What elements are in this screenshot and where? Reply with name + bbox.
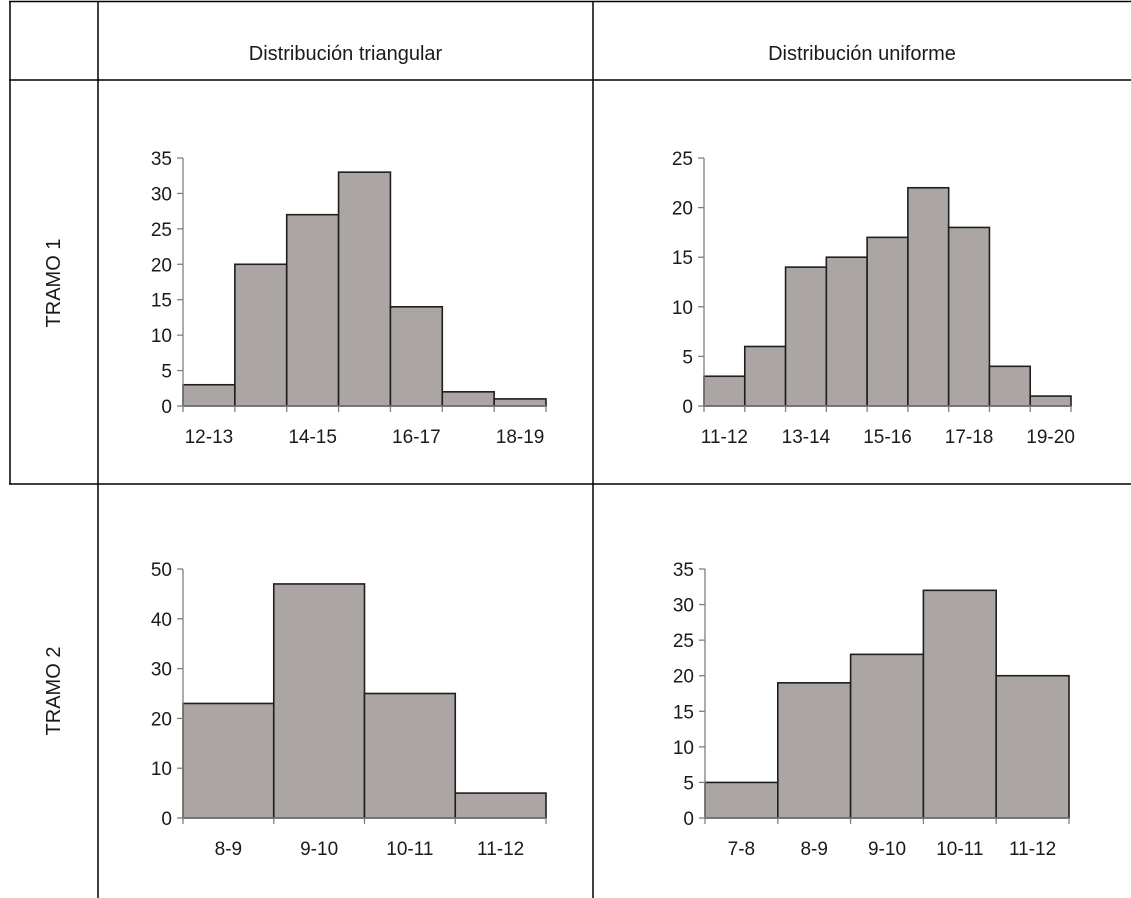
bar-9-10 — [272, 583, 366, 819]
y-tick-label: 15 — [151, 291, 172, 312]
y-tick-label: 40 — [151, 610, 172, 631]
bar-8-9 — [776, 682, 852, 819]
y-tick-label: 20 — [673, 667, 694, 688]
bar-7-8 — [704, 781, 779, 819]
x-tick-label: 19-20 — [1026, 427, 1075, 448]
bar-16-17 — [389, 305, 444, 407]
y-tick-label: 35 — [673, 560, 694, 581]
y-tick-label: 5 — [683, 773, 694, 794]
y-tick-label: 15 — [673, 702, 694, 723]
bar-10-11 — [363, 692, 457, 819]
x-tick-label: 8-9 — [800, 839, 827, 860]
bar-8-9 — [182, 702, 275, 819]
x-tick-label: 10-11 — [386, 839, 433, 860]
y-tick-label: 0 — [161, 397, 172, 418]
bar-12-13 — [743, 345, 787, 407]
column-header-uniforme: Distribución uniforme — [768, 43, 956, 65]
bar-11-12 — [995, 674, 1070, 819]
y-tick-label: 30 — [151, 184, 172, 205]
x-tick-label: 15-16 — [863, 427, 912, 448]
x-tick-label: 11-12 — [701, 427, 748, 448]
y-tick-label: 5 — [682, 347, 693, 368]
y-tick-label: 20 — [672, 199, 693, 220]
bar-15-16 — [337, 171, 392, 407]
y-tick-label: 25 — [672, 149, 693, 170]
y-tick-label: 35 — [151, 149, 172, 170]
y-tick-label: 20 — [151, 709, 172, 730]
y-tick-label: 50 — [151, 560, 172, 581]
y-tick-label: 20 — [151, 255, 172, 276]
y-tick-label: 25 — [151, 220, 172, 241]
x-tick-label: 14-15 — [288, 427, 337, 448]
x-tick-label: 11-12 — [1009, 839, 1056, 860]
bar-13-14 — [784, 266, 828, 407]
y-tick-label: 10 — [151, 759, 172, 780]
column-header-triangular: Distribución triangular — [248, 43, 443, 65]
y-tick-label: 0 — [682, 397, 693, 418]
y-tick-label: 30 — [151, 660, 172, 681]
y-tick-label: 15 — [672, 248, 693, 269]
x-tick-label: 13-14 — [782, 427, 831, 448]
x-tick-label: 18-19 — [496, 427, 545, 448]
bar-10-11 — [922, 589, 998, 819]
bar-17-18 — [947, 226, 991, 407]
x-tick-label: 9-10 — [868, 839, 906, 860]
x-tick-label: 11-12 — [477, 839, 524, 860]
y-tick-label: 10 — [672, 298, 693, 319]
y-tick-label: 10 — [673, 738, 694, 759]
y-tick-label: 25 — [673, 631, 694, 652]
y-tick-label: 10 — [151, 326, 172, 347]
y-tick-label: 5 — [161, 362, 172, 383]
x-tick-label: 17-18 — [945, 427, 994, 448]
bar-15-16 — [866, 236, 909, 407]
bar-11-12 — [454, 792, 547, 819]
y-tick-label: 30 — [673, 596, 694, 617]
bar-9-10 — [849, 653, 925, 819]
y-tick-label: 0 — [683, 809, 694, 830]
x-tick-label: 10-11 — [936, 839, 983, 860]
bar-14-15 — [825, 256, 868, 407]
y-tick-label: 0 — [161, 809, 172, 830]
x-tick-label: 9-10 — [300, 839, 338, 860]
x-tick-label: 8-9 — [215, 839, 242, 860]
x-tick-label: 12-13 — [185, 427, 234, 448]
x-tick-label: 16-17 — [392, 427, 441, 448]
x-tick-label: 7-8 — [728, 839, 755, 860]
